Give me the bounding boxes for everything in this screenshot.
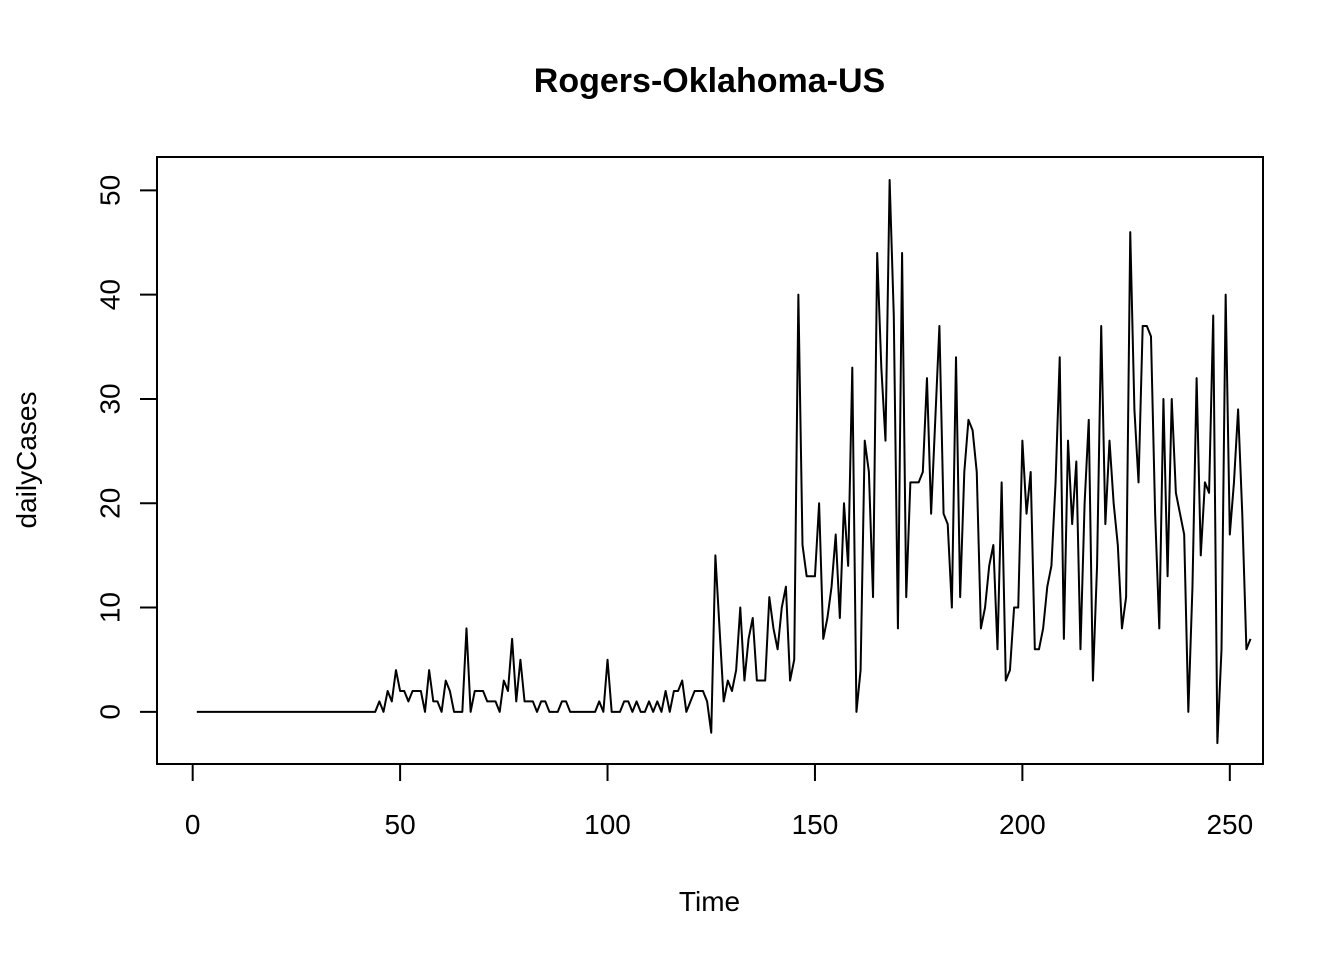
x-tick-label: 50 (385, 809, 416, 840)
x-tick-label: 250 (1206, 809, 1253, 840)
chart-title: Rogers-Oklahoma-US (534, 62, 885, 100)
y-tick-label: 30 (95, 383, 126, 414)
x-tick-label: 150 (792, 809, 839, 840)
x-tick-label: 0 (185, 809, 201, 840)
y-axis-label: dailyCases (11, 392, 42, 529)
series-line-daily-cases (196, 178, 1252, 745)
y-tick-label: 20 (95, 488, 126, 519)
x-axis-label: Time (679, 886, 740, 917)
x-axis: 0 50 100 150 200 250 (185, 763, 1253, 840)
plot-area-border (156, 156, 1264, 765)
y-tick-label: 50 (95, 175, 126, 206)
x-tick-label: 200 (999, 809, 1046, 840)
y-tick-label: 0 (95, 704, 126, 720)
y-tick-label: 10 (95, 592, 126, 623)
y-axis: 0 10 20 30 40 50 (95, 175, 158, 720)
x-tick-label: 100 (584, 809, 631, 840)
y-tick-label: 40 (95, 279, 126, 310)
